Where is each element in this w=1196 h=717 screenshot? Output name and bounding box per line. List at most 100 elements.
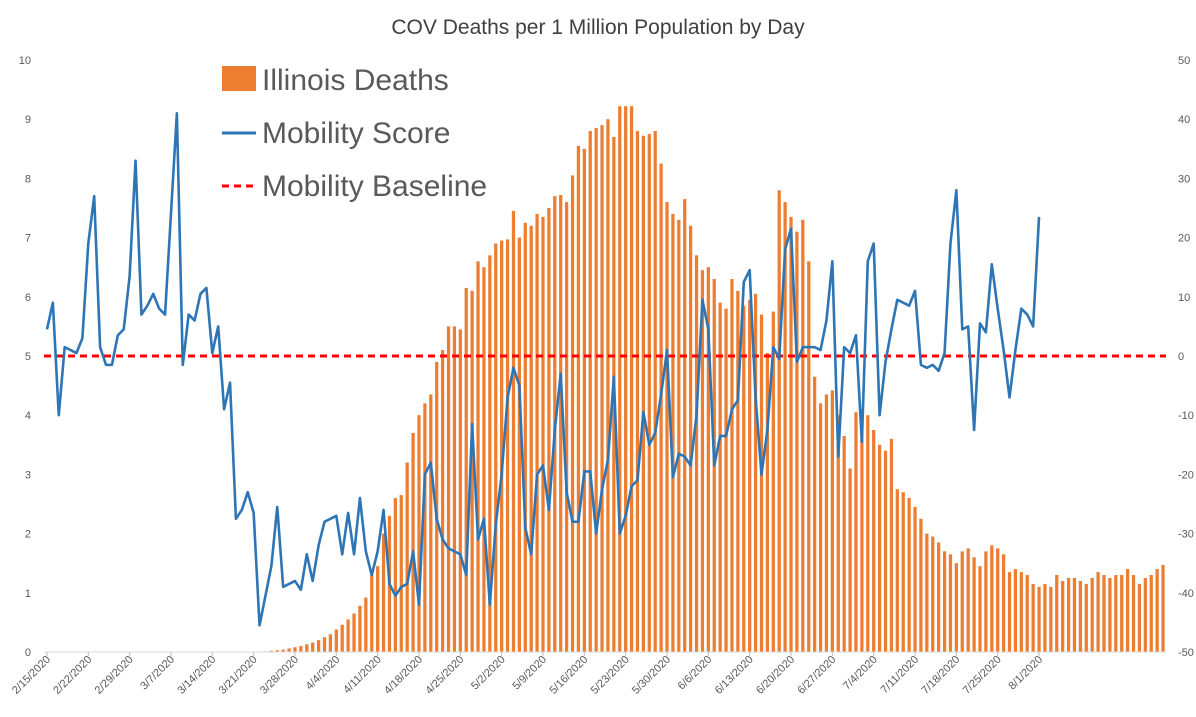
x-tick-label: 3/28/2020	[258, 654, 301, 697]
bar-illinois-deaths	[1120, 575, 1124, 652]
bar-illinois-deaths	[948, 554, 953, 652]
bar-illinois-deaths	[1137, 583, 1142, 652]
bar-illinois-deaths	[771, 311, 775, 652]
x-tick-label: 4/25/2020	[423, 654, 466, 697]
bar-illinois-deaths	[954, 563, 958, 652]
y-right-tick-label: -10	[1178, 410, 1194, 422]
bar-illinois-deaths	[877, 444, 882, 652]
bar-illinois-deaths	[730, 279, 734, 652]
bar-illinois-deaths	[381, 533, 386, 652]
bar-illinois-deaths	[500, 240, 504, 652]
y-right-tick-label: -40	[1178, 588, 1194, 600]
bar-illinois-deaths	[813, 376, 817, 652]
bar-illinois-deaths	[777, 190, 781, 653]
y-left-tick-label: 5	[25, 351, 31, 363]
bar-illinois-deaths	[511, 210, 516, 652]
bar-illinois-deaths	[765, 353, 770, 652]
bar-illinois-deaths	[322, 637, 327, 652]
bar-illinois-deaths	[1090, 578, 1094, 652]
bar-illinois-deaths	[618, 106, 622, 653]
x-tick-label: 2/15/2020	[10, 654, 53, 697]
bar-illinois-deaths	[854, 412, 858, 652]
bar-illinois-deaths	[931, 536, 935, 652]
bar-illinois-deaths	[718, 302, 722, 652]
bar-illinois-deaths	[748, 299, 752, 652]
y-left-tick-label: 4	[25, 410, 31, 422]
bar-illinois-deaths	[488, 255, 492, 653]
bar-illinois-deaths	[1072, 578, 1077, 652]
x-tick-label: 7/11/2020	[879, 654, 922, 697]
bar-illinois-deaths	[913, 506, 917, 652]
x-tick-label: 8/1/2020	[1006, 654, 1045, 693]
bar-illinois-deaths	[594, 128, 598, 652]
y-left-tick-label: 6	[25, 292, 31, 304]
x-tick-label: 4/11/2020	[341, 654, 384, 697]
bar-illinois-deaths	[376, 566, 380, 652]
bar-illinois-deaths	[311, 642, 315, 652]
bar-illinois-deaths	[1078, 580, 1082, 652]
bar-illinois-deaths	[305, 644, 309, 652]
bar-illinois-deaths	[960, 551, 964, 652]
bar-illinois-deaths	[694, 255, 699, 653]
bar-illinois-deaths	[411, 432, 415, 652]
bar-illinois-deaths	[535, 213, 539, 653]
bar-illinois-deaths	[370, 575, 374, 652]
y-left-tick-label: 0	[25, 647, 31, 659]
bar-illinois-deaths	[889, 438, 894, 652]
bar-illinois-deaths	[576, 145, 581, 652]
bar-illinois-deaths	[996, 548, 1000, 652]
y-right-tick-label: 20	[1178, 233, 1190, 245]
bar-illinois-deaths	[653, 131, 657, 653]
y-left-tick-label: 3	[25, 469, 31, 481]
bar-illinois-deaths	[724, 308, 728, 652]
bar-illinois-deaths	[942, 551, 947, 652]
bar-illinois-deaths	[606, 119, 610, 652]
bar-illinois-deaths	[689, 225, 693, 652]
bar-illinois-deaths	[860, 409, 864, 652]
bar-illinois-deaths	[1102, 575, 1106, 652]
bar-illinois-deaths	[919, 518, 923, 652]
x-tick-label: 5/23/2020	[589, 654, 632, 697]
bar-illinois-deaths	[1007, 572, 1012, 652]
bar-illinois-deaths	[665, 202, 669, 652]
bar-illinois-deaths	[1131, 575, 1136, 652]
mobility-score-line	[45, 111, 1041, 627]
bar-illinois-deaths	[783, 202, 787, 652]
bar-illinois-deaths	[901, 492, 905, 652]
bar-illinois-deaths	[429, 394, 433, 652]
x-tick-label: 7/18/2020	[919, 654, 962, 697]
y-right-tick-label: -50	[1178, 647, 1194, 659]
bar-illinois-deaths	[966, 548, 970, 652]
x-tick-label: 5/30/2020	[630, 654, 673, 697]
y-right-tick-label: 10	[1178, 292, 1190, 304]
bar-illinois-deaths	[529, 225, 533, 652]
bar-illinois-deaths	[458, 329, 462, 652]
bar-illinois-deaths	[470, 290, 474, 652]
bar-illinois-deaths	[647, 134, 651, 652]
y-left-tick-label: 7	[25, 233, 31, 245]
bar-illinois-deaths	[334, 629, 338, 652]
bars-layer	[263, 106, 1165, 653]
bar-illinois-deaths	[541, 216, 545, 652]
bar-illinois-deaths	[1096, 572, 1100, 652]
bar-illinois-deaths	[972, 557, 976, 652]
x-tick-label: 6/27/2020	[795, 654, 838, 697]
x-tick-label: 2/22/2020	[51, 654, 94, 697]
bar-illinois-deaths	[287, 648, 291, 652]
bar-illinois-deaths	[482, 267, 486, 652]
y-left-tick-label: 1	[25, 588, 31, 600]
y-left-tick-label: 10	[19, 55, 31, 67]
bar-illinois-deaths	[564, 202, 569, 652]
bar-illinois-deaths	[624, 106, 628, 653]
bar-illinois-deaths	[836, 415, 840, 652]
bar-illinois-deaths	[582, 148, 586, 653]
bar-illinois-deaths	[830, 390, 834, 652]
bar-illinois-deaths	[269, 650, 273, 652]
bar-illinois-deaths	[547, 208, 551, 652]
x-tick-label: 5/2/2020	[469, 654, 508, 693]
bar-illinois-deaths	[759, 314, 764, 652]
bar-illinois-deaths	[440, 350, 445, 652]
bar-illinois-deaths	[1114, 575, 1118, 652]
bar-illinois-deaths	[293, 647, 297, 652]
